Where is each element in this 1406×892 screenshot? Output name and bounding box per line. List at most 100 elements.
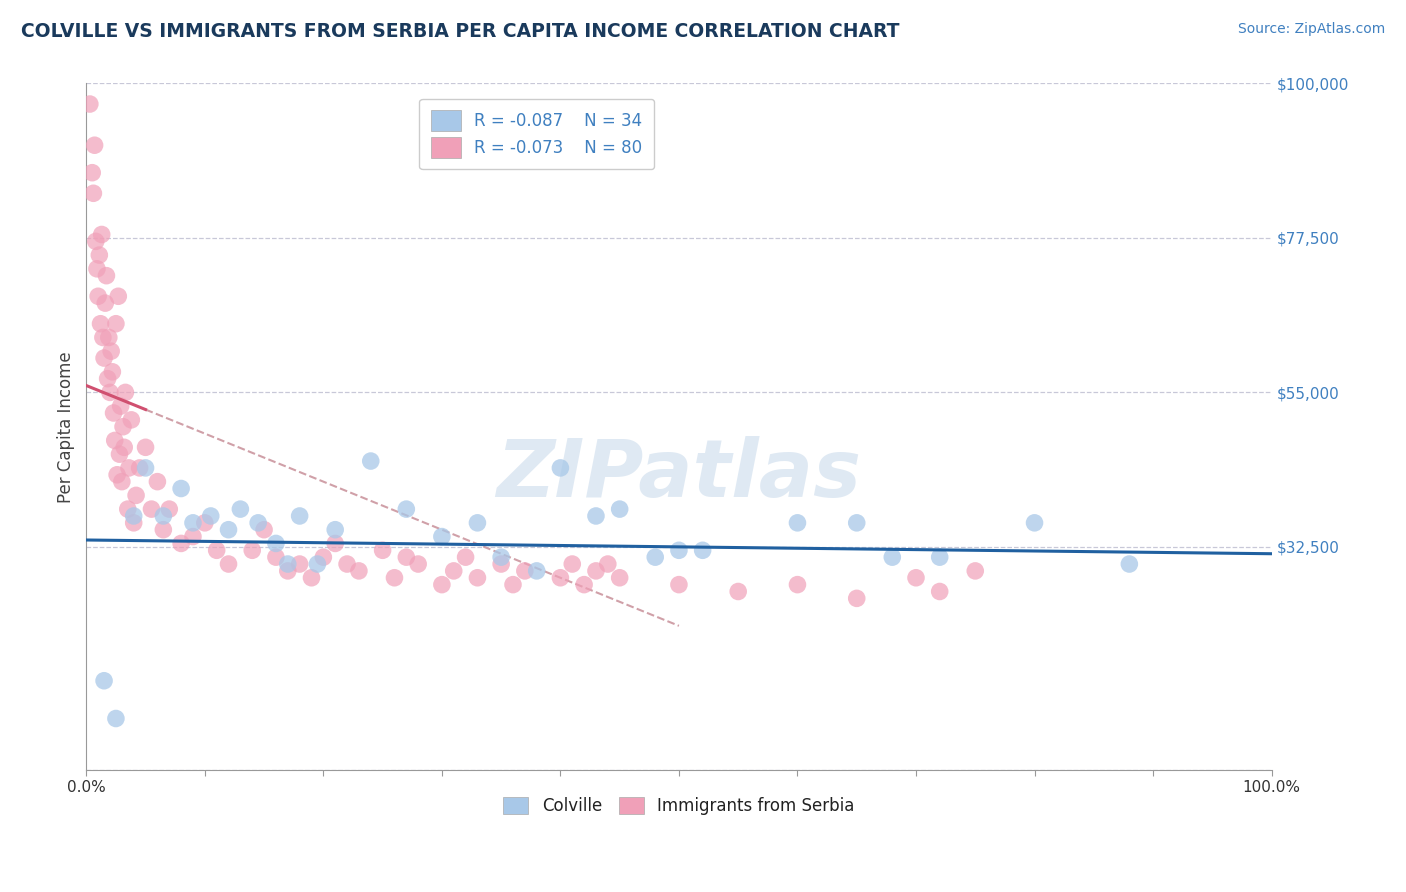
Point xyxy=(110,399,132,413)
Point xyxy=(928,584,950,599)
Point xyxy=(526,564,548,578)
Point xyxy=(100,344,122,359)
Point xyxy=(454,550,477,565)
Point xyxy=(104,711,127,725)
Point xyxy=(489,557,512,571)
Point xyxy=(489,550,512,565)
Point xyxy=(323,523,346,537)
Point xyxy=(727,584,749,599)
Point xyxy=(111,475,134,489)
Point xyxy=(170,536,193,550)
Point xyxy=(395,550,418,565)
Point xyxy=(347,564,370,578)
Point xyxy=(502,577,524,591)
Point xyxy=(89,248,111,262)
Point xyxy=(96,268,118,283)
Text: Source: ZipAtlas.com: Source: ZipAtlas.com xyxy=(1237,22,1385,37)
Point xyxy=(336,557,359,571)
Point xyxy=(406,557,429,571)
Point xyxy=(395,502,418,516)
Point xyxy=(118,461,141,475)
Point xyxy=(93,673,115,688)
Point xyxy=(253,523,276,537)
Point xyxy=(200,508,222,523)
Point xyxy=(112,440,135,454)
Point xyxy=(430,530,453,544)
Point xyxy=(79,97,101,112)
Point xyxy=(170,482,193,496)
Point xyxy=(312,550,335,565)
Point xyxy=(609,502,631,516)
Point xyxy=(83,138,105,153)
Point xyxy=(128,461,150,475)
Point xyxy=(135,461,157,475)
Point xyxy=(120,413,142,427)
Point xyxy=(135,440,157,454)
Point xyxy=(94,296,117,310)
Point xyxy=(371,543,394,558)
Point xyxy=(247,516,270,530)
Point xyxy=(668,543,690,558)
Point xyxy=(965,564,987,578)
Point xyxy=(104,317,127,331)
Point xyxy=(205,543,228,558)
Legend: Colville, Immigrants from Serbia: Colville, Immigrants from Serbia xyxy=(495,789,863,823)
Point xyxy=(644,550,666,565)
Point xyxy=(107,289,129,303)
Point xyxy=(572,577,595,591)
Point xyxy=(668,577,690,591)
Point xyxy=(561,557,583,571)
Point xyxy=(264,550,287,565)
Point xyxy=(97,372,120,386)
Point xyxy=(229,502,252,516)
Point xyxy=(117,502,139,516)
Point xyxy=(513,564,536,578)
Point xyxy=(1024,516,1046,530)
Point xyxy=(114,385,136,400)
Point xyxy=(301,571,323,585)
Point xyxy=(97,330,120,344)
Point xyxy=(467,571,489,585)
Point xyxy=(264,536,287,550)
Point xyxy=(84,235,107,249)
Point xyxy=(91,330,114,344)
Point xyxy=(550,571,572,585)
Point xyxy=(108,447,131,461)
Point xyxy=(98,385,121,400)
Point xyxy=(360,454,382,468)
Y-axis label: Per Capita Income: Per Capita Income xyxy=(58,351,75,502)
Point xyxy=(194,516,217,530)
Point xyxy=(904,571,927,585)
Point xyxy=(82,166,104,180)
Point xyxy=(307,557,329,571)
Point xyxy=(692,543,714,558)
Point xyxy=(152,523,174,537)
Point xyxy=(122,508,145,523)
Point xyxy=(90,227,112,242)
Point xyxy=(609,571,631,585)
Point xyxy=(82,186,104,201)
Point xyxy=(443,564,465,578)
Point xyxy=(103,406,125,420)
Point xyxy=(146,475,169,489)
Point xyxy=(101,365,124,379)
Point xyxy=(87,289,110,303)
Point xyxy=(384,571,406,585)
Point xyxy=(157,502,180,516)
Point xyxy=(786,516,808,530)
Point xyxy=(218,557,240,571)
Point xyxy=(152,508,174,523)
Point xyxy=(585,564,607,578)
Point xyxy=(467,516,489,530)
Point xyxy=(786,577,808,591)
Point xyxy=(430,577,453,591)
Point xyxy=(125,488,148,502)
Point xyxy=(181,516,204,530)
Point xyxy=(141,502,163,516)
Text: ZIPatlas: ZIPatlas xyxy=(496,436,862,514)
Point xyxy=(277,564,299,578)
Point xyxy=(550,461,572,475)
Point xyxy=(882,550,904,565)
Text: COLVILLE VS IMMIGRANTS FROM SERBIA PER CAPITA INCOME CORRELATION CHART: COLVILLE VS IMMIGRANTS FROM SERBIA PER C… xyxy=(21,22,900,41)
Point xyxy=(240,543,263,558)
